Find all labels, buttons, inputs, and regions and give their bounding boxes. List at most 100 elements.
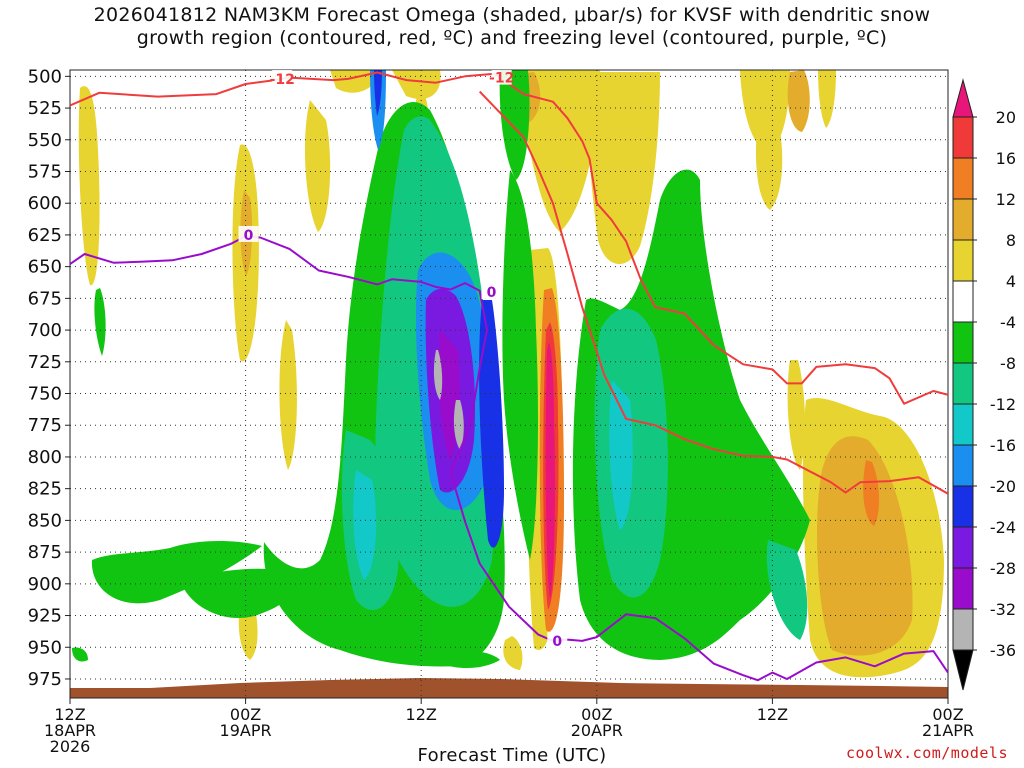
colorbar-segment	[952, 239, 974, 282]
colorbar-segment	[952, 608, 974, 651]
dgz-contour-label-bg	[491, 70, 512, 85]
omega-area	[330, 70, 380, 93]
y-axis: 500 525 550 575 600 625 650 675 700 725 750 775 800 8…	[28, 66, 70, 690]
title-line-1: 2026041812 NAM3KM Forecast Omega (shaded…	[93, 4, 931, 26]
omega-area	[453, 400, 464, 450]
y-tick-label: 625	[28, 225, 62, 246]
terrain-strip	[70, 678, 948, 698]
omega-area	[374, 70, 382, 116]
omega-area	[72, 647, 88, 662]
x-tick-label: 18APR	[44, 721, 96, 740]
y-tick-label: 500	[28, 66, 62, 87]
x-tick-label: 20APR	[571, 721, 623, 740]
dgz-contour-label: -12	[270, 72, 295, 88]
omega-area	[787, 70, 810, 132]
x-tick-label: 00Z	[932, 705, 963, 724]
colorbar-segment	[952, 403, 974, 446]
colorbar-segment	[952, 362, 974, 405]
y-tick-label: 700	[28, 320, 62, 341]
omega-area	[766, 540, 808, 640]
x-tick-label: 12Z	[757, 705, 788, 724]
y-tick-label: 575	[28, 161, 62, 182]
y-tick-label: 975	[28, 669, 62, 690]
dgz-contour-label-bg	[272, 70, 293, 86]
y-tick-label: 950	[28, 637, 62, 658]
freezing-contour-label: 0	[552, 634, 562, 650]
colorbar-label: -28	[990, 559, 1016, 578]
colorbar-label: -16	[990, 436, 1016, 455]
y-tick-label: 825	[28, 479, 62, 500]
colorbar-segment	[952, 567, 974, 610]
x-tick-label: 12Z	[406, 705, 437, 724]
colorbar-segment	[952, 444, 974, 487]
x-axis-title: Forecast Time (UTC)	[417, 745, 607, 766]
colorbar-label: -20	[990, 477, 1016, 496]
colorbar-label: -4	[1000, 313, 1016, 332]
omega-area	[420, 649, 500, 669]
omega-area	[755, 110, 783, 210]
omega-area	[499, 70, 530, 180]
omega-area	[304, 100, 331, 232]
x-tick-label: 12Z	[54, 705, 85, 724]
source-credit: coolwx.com/models	[845, 744, 1008, 762]
freezing-contour-label: 0	[244, 228, 254, 244]
freezing-contour-label-bg	[481, 283, 502, 300]
y-tick-label: 525	[28, 98, 62, 119]
omega-area	[863, 460, 880, 526]
omega-area	[279, 320, 297, 470]
colorbar-segment	[952, 157, 974, 200]
colorbar-label: -36	[990, 641, 1016, 660]
y-tick-label: 750	[28, 384, 62, 405]
y-tick-label: 925	[28, 606, 62, 627]
omega-sinking-column	[539, 288, 564, 632]
omega-negative-areas	[72, 70, 810, 669]
omega-area	[818, 70, 836, 128]
omega-area	[78, 86, 100, 286]
colorbar-segment	[952, 280, 974, 323]
colorbar-max-arrow	[952, 78, 974, 118]
omega-area	[94, 288, 106, 356]
y-tick-label: 850	[28, 510, 62, 531]
omega-area	[91, 541, 262, 604]
omega-area	[180, 568, 294, 619]
colorbar-label: 20	[996, 108, 1016, 127]
colorbar-segment	[952, 198, 974, 241]
colorbar: 20 16 12 8 4 -4 -8 -12 -16 -20 -24 -28 -32 -36	[952, 78, 1016, 691]
freezing-contour-label: 0	[487, 285, 497, 301]
dgz-bottom-contour	[478, 90, 948, 495]
y-tick-label: 600	[28, 193, 62, 214]
y-tick-label: 675	[28, 288, 62, 309]
colorbar-label: -24	[990, 518, 1016, 537]
omega-area	[392, 70, 441, 99]
colorbar-segment	[952, 321, 974, 364]
y-tick-label: 725	[28, 352, 62, 373]
y-tick-label: 875	[28, 542, 62, 563]
x-tick-label: 21APR	[922, 721, 974, 740]
colorbar-label: 16	[996, 149, 1016, 168]
contours: -12 -12 0 0 0	[70, 70, 948, 682]
dgz-contour-label: -12	[489, 71, 514, 87]
colorbar-label: 8	[1006, 231, 1016, 250]
omega-area	[502, 170, 538, 560]
chart-title: 2026041812 NAM3KM Forecast Omega (shaded…	[0, 4, 1024, 50]
omega-area	[503, 636, 523, 670]
title-line-2: growth region (contoured, red, ºC) and f…	[136, 27, 888, 49]
freezing-contour-label-bg	[238, 225, 259, 242]
y-tick-label: 900	[28, 574, 62, 595]
y-tick-label: 650	[28, 257, 62, 278]
x-tick-label: 2026	[50, 737, 91, 756]
omega-area	[817, 436, 913, 656]
colorbar-label: -32	[990, 600, 1016, 619]
colorbar-segment	[952, 526, 974, 569]
omega-area	[545, 342, 555, 600]
omega-area	[433, 350, 443, 400]
colorbar-label: 12	[996, 190, 1016, 209]
omega-area	[787, 360, 806, 470]
freezing-contour-label-bg	[547, 631, 568, 648]
colorbar-label: -8	[1000, 354, 1016, 373]
x-tick-label: 19APR	[220, 721, 272, 740]
x-tick-label: 00Z	[230, 705, 261, 724]
x-tick-label: 00Z	[581, 705, 612, 724]
colorbar-min-arrow	[952, 649, 974, 691]
